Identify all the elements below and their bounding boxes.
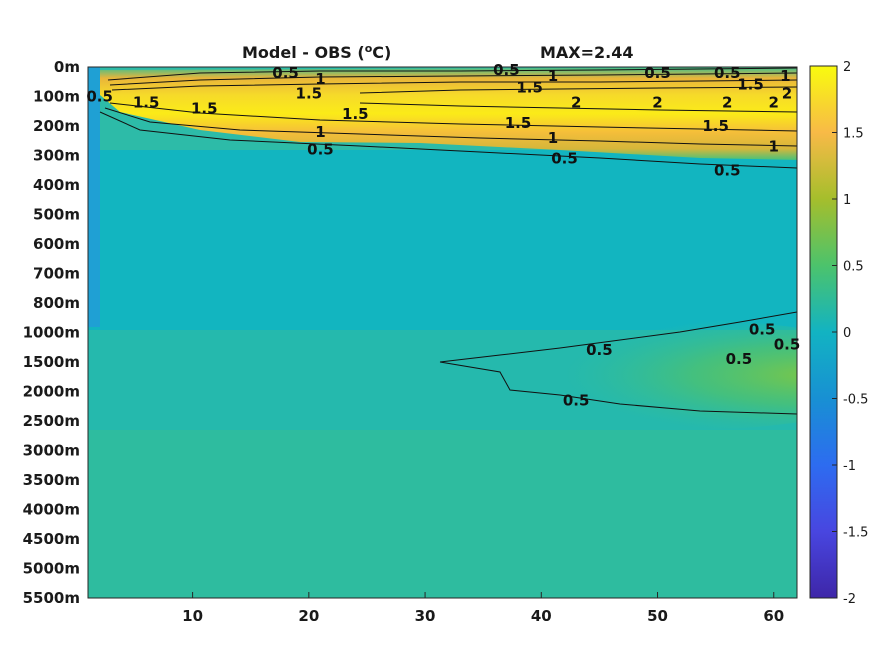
y-tick-label: 700m: [33, 265, 80, 283]
y-tick-label: 300m: [33, 147, 80, 165]
contour-0.5-lower: [99, 111, 797, 169]
y-tick-label: 3500m: [23, 471, 80, 489]
contour-label: 1.5: [516, 79, 543, 97]
y-tick-label: 100m: [33, 88, 80, 106]
contour-label: 0.5: [644, 64, 671, 82]
contour-label: 2: [722, 93, 732, 111]
y-axis-ticks: 0m 100m 200m 300m 400m 500m 600m 700m 800m 1000m 1…: [23, 58, 80, 607]
y-tick-label: 1000m: [23, 324, 80, 342]
x-tick-label: 10: [182, 607, 203, 625]
chart-title: Model - OBS (oC): [242, 42, 391, 62]
y-tick-label: 1500m: [23, 353, 80, 371]
y-tick-label: 800m: [33, 294, 80, 312]
contour-label: 1: [315, 70, 325, 88]
contour-label: 0.5: [551, 149, 578, 167]
contour-2-lower: [359, 102, 797, 113]
x-tick-label: 60: [763, 607, 784, 625]
colorbar-tick-label: 2: [843, 60, 851, 75]
contour-label: 0.5: [86, 88, 113, 106]
colorbar-tick-label: 0: [843, 326, 851, 341]
x-axis-ticks: 10 20 30 40 50 60: [182, 592, 784, 625]
contour-label: 2: [571, 93, 581, 111]
contour-label: 1.5: [342, 105, 369, 123]
contour-1.5-lower: [109, 102, 797, 132]
colorbar-tick-label: 1.5: [843, 127, 864, 142]
deep-warm-anomaly: [450, 320, 797, 430]
colorbar-tick-label: -0.5: [843, 393, 868, 408]
chart-max-label: MAX=2.44: [540, 43, 634, 62]
contour-1-upper: [109, 72, 797, 86]
contour-0.5-deep-lower: [439, 361, 797, 415]
contour-label: 0.5: [714, 161, 741, 179]
y-tick-label: 600m: [33, 235, 80, 253]
contour-label: 2: [769, 93, 779, 111]
contour-label: 1.5: [133, 93, 160, 111]
plot-area: [88, 67, 797, 598]
contour-0.5-upper: [107, 67, 797, 81]
y-tick-label: 4000m: [23, 501, 80, 519]
contour-label: 1.5: [505, 114, 532, 132]
contour-label: 0.5: [272, 64, 299, 82]
x-tick-label: 40: [531, 607, 552, 625]
colorbar-tick-label: -2: [843, 592, 856, 607]
contour-label: 1.5: [702, 117, 729, 135]
contour-label: 0.5: [749, 321, 776, 339]
contour-label: 0.5: [774, 335, 801, 353]
y-tick-label: 500m: [33, 206, 80, 224]
plot-frame: [87, 66, 798, 599]
y-tick-label: 5000m: [23, 560, 80, 578]
x-tick-label: 50: [647, 607, 668, 625]
contour-label: 1: [548, 129, 558, 147]
contour-label: 0.5: [307, 141, 334, 159]
contour-label: 1: [769, 138, 779, 156]
x-tick-label: 20: [298, 607, 319, 625]
contour-label: 1: [548, 67, 558, 85]
contour-label: 1.5: [737, 76, 764, 94]
contour-1.5-upper: [111, 79, 797, 91]
contour-2-upper: [359, 86, 797, 94]
y-tick-label: 2500m: [23, 412, 80, 430]
y-tick-label: 200m: [33, 117, 80, 135]
upper-cool-layer: [88, 150, 797, 330]
contour-label: 0.5: [493, 61, 520, 79]
contour-label: 1: [780, 67, 790, 85]
contour-label: 1.5: [191, 99, 218, 117]
contour-0.5-deep-upper: [439, 311, 797, 363]
colorbar-ticks: 2 1.5 1 0.5 0 -0.5 -1 -1.5 -2: [832, 60, 868, 607]
y-tick-label: 3000m: [23, 442, 80, 460]
west-boundary-cold: [88, 67, 100, 327]
contour-label: 0.5: [586, 341, 613, 359]
contour-label: 1: [315, 123, 325, 141]
colorbar-tick-label: -1.5: [843, 526, 868, 541]
thermocline-warm-band: [100, 67, 797, 160]
colorbar-tick-label: 0.5: [843, 260, 864, 275]
y-tick-label: 0m: [54, 58, 80, 76]
y-tick-label: 4500m: [23, 530, 80, 548]
x-tick-label: 30: [415, 607, 436, 625]
y-tick-label: 400m: [33, 176, 80, 194]
contour-label: 0.5: [726, 350, 753, 368]
contour-labels: 0.5 11.50.5 1 0.5 0.5 11.5 1.5 22 2 2 20.5 1.5 1.5 1.…: [86, 61, 800, 409]
deep-layer: [88, 430, 797, 598]
y-tick-label: 2000m: [23, 383, 80, 401]
contour-label: 0.5: [714, 64, 741, 82]
contour-label: 1.5: [296, 85, 323, 103]
contour-1-lower: [104, 107, 797, 147]
colorbar-tick-label: 1: [843, 193, 851, 208]
colorbar-tick-label: -1: [843, 459, 856, 474]
y-tick-label: 5500m: [23, 589, 80, 607]
contour-label: 2: [782, 85, 792, 103]
contour-label: 2: [652, 93, 662, 111]
contour-label: 0.5: [563, 391, 590, 409]
